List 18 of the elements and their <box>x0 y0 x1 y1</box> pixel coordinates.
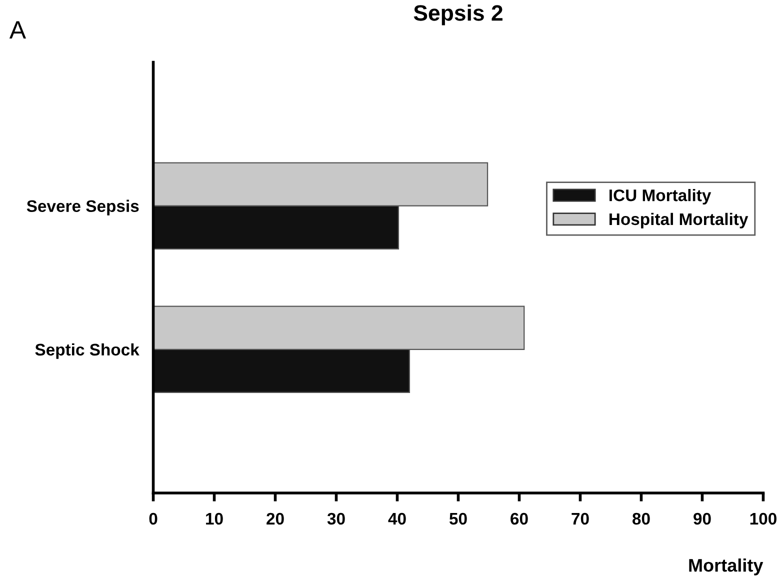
text: A <box>9 21 26 38</box>
x-tick-label: 90 <box>694 512 711 525</box>
chart-title: Sepsis 2 <box>414 4 502 26</box>
legend-label: ICU Mortality <box>610 189 712 205</box>
x-tick-label: 0 <box>149 512 158 525</box>
y-tick-label: Septic Shock <box>35 343 140 359</box>
legend-label: Hospital Mortality <box>610 212 748 228</box>
x-tick-label: 50 <box>449 512 467 525</box>
x-axis-title: Mortality <box>689 558 764 576</box>
x-tick-label: 20 <box>266 512 284 525</box>
x-tick-label: 40 <box>388 512 406 525</box>
x-tick-label: 70 <box>572 512 589 525</box>
x-tick-label: 80 <box>632 512 650 525</box>
y-tick-label: Severe Sepsis <box>26 200 139 216</box>
x-tick-label: 100 <box>750 512 776 525</box>
x-tick-label: 30 <box>327 512 345 525</box>
x-tick-label: 60 <box>510 512 528 525</box>
x-tick-label: 10 <box>206 512 223 525</box>
